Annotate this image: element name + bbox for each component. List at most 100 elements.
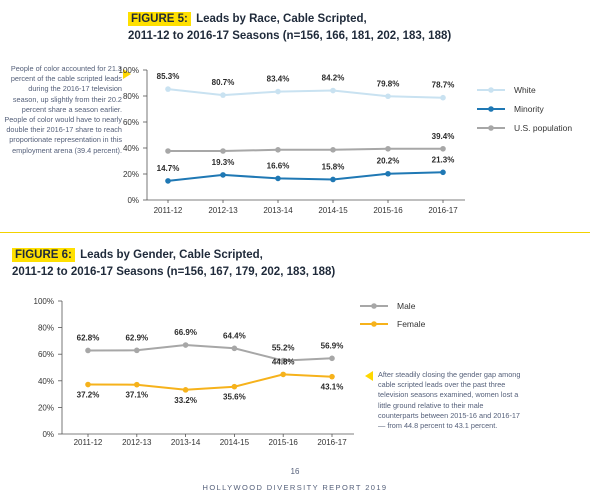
figure5-note-pointer-icon [123, 69, 131, 79]
fig5-data-label: 15.8% [322, 162, 345, 171]
fig6-data-label: 44.8% [272, 357, 295, 366]
fig6-data-point [182, 387, 189, 393]
figure5-title-line2: 2011-12 to 2016-17 Seasons (n=156, 166, … [128, 30, 452, 42]
fig5-y-tick-label: 80% [123, 92, 139, 101]
fig5-legend-marker [488, 106, 494, 112]
fig5-data-point [275, 88, 281, 95]
fig5-data-point [385, 145, 391, 152]
fig5-data-label: 78.7% [432, 81, 455, 90]
fig6-data-point [231, 345, 238, 352]
fig6-data-point [85, 381, 91, 388]
fig6-data-point [134, 347, 140, 354]
fig5-data-point [275, 147, 281, 153]
fig5-legend-marker [488, 87, 494, 93]
figure6-title: FIGURE 6: Leads by Gender, Cable Scripte… [12, 247, 335, 281]
fig5-data-point [440, 94, 446, 101]
fig5-x-tick-label: 2014-15 [318, 206, 348, 215]
figure6-title-line2: 2011-12 to 2016-17 Seasons (n=156, 167, … [12, 266, 336, 278]
fig5-data-label: 83.4% [267, 75, 290, 84]
fig5-data-point [330, 176, 336, 183]
figure5-title: FIGURE 5: Leads by Race, Cable Scripted,… [128, 11, 451, 45]
fig5-data-label: 79.8% [377, 79, 400, 88]
fig5-series-line [167, 88, 444, 99]
fig6-data-label: 37.2% [77, 391, 100, 400]
fig6-x-tick-label: 2015-16 [269, 438, 299, 447]
fig5-x-tick-label: 2015-16 [373, 206, 403, 215]
fig5-data-label: 20.2% [377, 157, 400, 166]
fig5-data-label: 85.3% [157, 72, 180, 81]
fig5-y-tick-label: 20% [123, 170, 139, 179]
fig5-data-point [165, 86, 171, 92]
fig6-y-tick-label: 40% [38, 377, 54, 386]
fig5-data-point [220, 172, 226, 178]
fig6-y-tick-label: 20% [38, 403, 54, 412]
fig5-data-label: 80.7% [212, 78, 235, 87]
figure5-note: People of color accounted for 21.3 perce… [4, 64, 122, 155]
fig6-data-label: 35.6% [223, 393, 246, 402]
fig6-data-label: 55.2% [272, 344, 295, 353]
fig5-series-line [167, 171, 444, 182]
figure6-note: After steadily closing the gender gap am… [378, 370, 521, 431]
figure6-title-line1: Leads by Gender, Cable Scripted, [80, 249, 263, 261]
fig5-legend-label: U.S. population [514, 123, 572, 133]
fig6-legend-label: Male [397, 301, 416, 311]
fig5-data-point [330, 147, 336, 153]
fig5-data-label: 21.3% [432, 155, 455, 164]
fig5-data-point [385, 170, 391, 177]
fig5-x-tick-label: 2011-12 [154, 206, 183, 215]
figure5-tag: FIGURE 5: [128, 12, 191, 26]
fig5-y-tick-label: 0% [127, 196, 139, 205]
fig5-data-label: 14.7% [157, 164, 180, 173]
page-number: 16 [290, 467, 300, 476]
fig6-data-label: 62.9% [125, 333, 148, 342]
fig6-data-point [329, 373, 335, 380]
fig5-legend-label: White [514, 85, 536, 95]
fig6-data-point [134, 381, 140, 388]
fig6-x-tick-label: 2012-13 [122, 438, 152, 447]
fig5-data-label: 84.2% [322, 74, 345, 83]
fig6-series-line [87, 373, 333, 391]
fig5-data-point [330, 87, 336, 94]
fig6-data-label: 56.9% [321, 341, 344, 350]
fig5-y-tick-label: 40% [123, 144, 139, 153]
fig6-data-point [231, 383, 238, 390]
fig6-legend-marker [371, 303, 377, 309]
fig6-y-tick-label: 100% [34, 297, 54, 306]
fig6-data-label: 64.4% [223, 331, 246, 340]
fig6-data-label: 33.2% [174, 396, 197, 405]
fig6-data-point [280, 371, 287, 378]
report-title: HOLLYWOOD DIVERSITY REPORT 2019 [202, 483, 388, 492]
fig5-data-point [440, 169, 446, 176]
fig5-series-line [168, 147, 443, 152]
fig5-data-label: 16.6% [267, 161, 290, 170]
fig5-x-tick-label: 2012-13 [208, 206, 238, 215]
fig5-data-point [275, 175, 281, 182]
fig6-x-tick-label: 2013-14 [171, 438, 201, 447]
fig6-legend-label: Female [397, 319, 426, 329]
fig5-data-point [440, 145, 446, 152]
figure6-tag: FIGURE 6: [12, 248, 75, 262]
fig6-y-tick-label: 60% [38, 350, 54, 359]
fig6-x-tick-label: 2011-12 [74, 438, 103, 447]
fig5-x-tick-label: 2016-17 [428, 206, 458, 215]
fig6-data-label: 37.1% [125, 391, 148, 400]
fig5-legend-label: Minority [514, 104, 545, 114]
fig5-data-point [385, 93, 391, 100]
fig5-data-label: 19.3% [212, 158, 235, 167]
section-divider [0, 232, 590, 233]
fig5-y-tick-label: 60% [123, 118, 139, 127]
fig6-y-tick-label: 0% [42, 430, 54, 439]
fig6-data-label: 66.9% [174, 328, 197, 337]
fig5-x-tick-label: 2013-14 [263, 206, 293, 215]
fig5-y-tick-label: 100% [119, 66, 139, 75]
fig6-data-point [182, 342, 189, 348]
fig6-data-point [280, 357, 287, 364]
fig5-data-point [165, 178, 171, 184]
fig5-data-label: 39.4% [432, 132, 455, 141]
fig5-data-point [165, 148, 171, 154]
fig5-data-point [220, 92, 226, 98]
fig6-y-tick-label: 80% [38, 324, 54, 333]
fig6-data-point [329, 355, 335, 362]
figure6-note-pointer-icon [365, 371, 373, 381]
